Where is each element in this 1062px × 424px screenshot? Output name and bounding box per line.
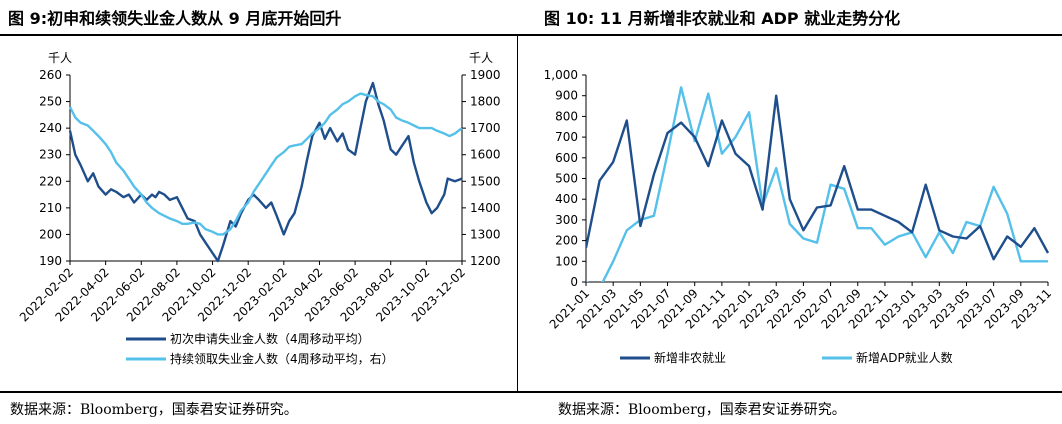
right-y-tick-label: 1700: [470, 121, 501, 135]
left-y-tick-label: 190: [39, 254, 62, 268]
left-bottom-rule: [0, 391, 517, 393]
right-top-rule: [518, 34, 1062, 36]
left-y-tick-label: 230: [39, 148, 62, 162]
y-tick-label: 600: [555, 151, 578, 165]
left-y-tick-label: 210: [39, 201, 62, 215]
right-y-tick-label: 1500: [470, 174, 501, 188]
right-y-tick-label: 1300: [470, 227, 501, 241]
legend-label: 初次申请失业金人数（4周移动平均）: [170, 331, 370, 346]
left-y-tick-label: 240: [39, 121, 62, 135]
right-y-tick-label: 1600: [470, 148, 501, 162]
right-chart: 01002003004005006007008009001,0002021-01…: [544, 68, 1054, 365]
continuing-claims-line: [68, 92, 463, 236]
left-y-tick-label: 220: [39, 174, 62, 188]
left-axis-unit: 千人: [48, 51, 72, 65]
right-y-tick-label: 1200: [470, 254, 501, 268]
y-tick-label: 700: [555, 130, 578, 144]
left-y-tick-label: 250: [39, 95, 62, 109]
left-top-rule: [0, 34, 517, 36]
left-panel: 图 9:初申和续领失业金人数从 9 月底开始回升 千人 千人 190 200 210 22…: [0, 0, 517, 418]
left-chart-title: 图 9:初申和续领失业金人数从 9 月底开始回升: [8, 9, 342, 28]
y-tick-label: 200: [555, 234, 578, 248]
left-y-tick-label: 260: [39, 68, 62, 82]
right-y-tick-label: 1900: [470, 68, 501, 82]
right-y-tick-label: 1400: [470, 201, 501, 215]
right-source-note: 数据来源：Bloomberg，国泰君安证券研究。: [558, 402, 846, 418]
legend-label: 持续领取失业金人数（4周移动平均，右）: [170, 351, 394, 366]
panel-divider: [517, 34, 518, 393]
y-tick-label: 400: [555, 192, 578, 206]
legend-label: 新增ADP就业人数: [856, 350, 953, 365]
y-tick-label: 100: [555, 254, 578, 268]
y-tick-label: 800: [555, 109, 578, 123]
nonfarm-payrolls-line: [586, 94, 1050, 261]
left-y-tick-label: 200: [39, 227, 62, 241]
legend-label: 新增非农就业: [654, 350, 726, 365]
right-panel: 图 10: 11 月新增非农就业和 ADP 就业走势分化 0 100 200 300 4…: [518, 0, 1062, 418]
left-chart: 千人 千人 190 200 210 220 230 240 250 260 1200 1300 1400…: [17, 51, 501, 366]
y-tick-label: 500: [555, 172, 578, 186]
right-chart-title: 图 10: 11 月新增非农就业和 ADP 就业走势分化: [544, 9, 901, 28]
y-tick-label: 300: [555, 213, 578, 227]
left-source-note: 数据来源：Bloomberg，国泰君安证券研究。: [10, 402, 298, 418]
right-bottom-rule: [518, 391, 1062, 393]
y-tick-label: 1,000: [544, 68, 578, 82]
right-y-tick-label: 1800: [470, 95, 501, 109]
adp-employment-line: [586, 86, 1048, 282]
y-tick-label: 0: [570, 275, 578, 289]
y-tick-label: 900: [555, 89, 578, 103]
initial-claims-line: [68, 81, 463, 263]
right-axis-unit: 千人: [469, 51, 493, 65]
